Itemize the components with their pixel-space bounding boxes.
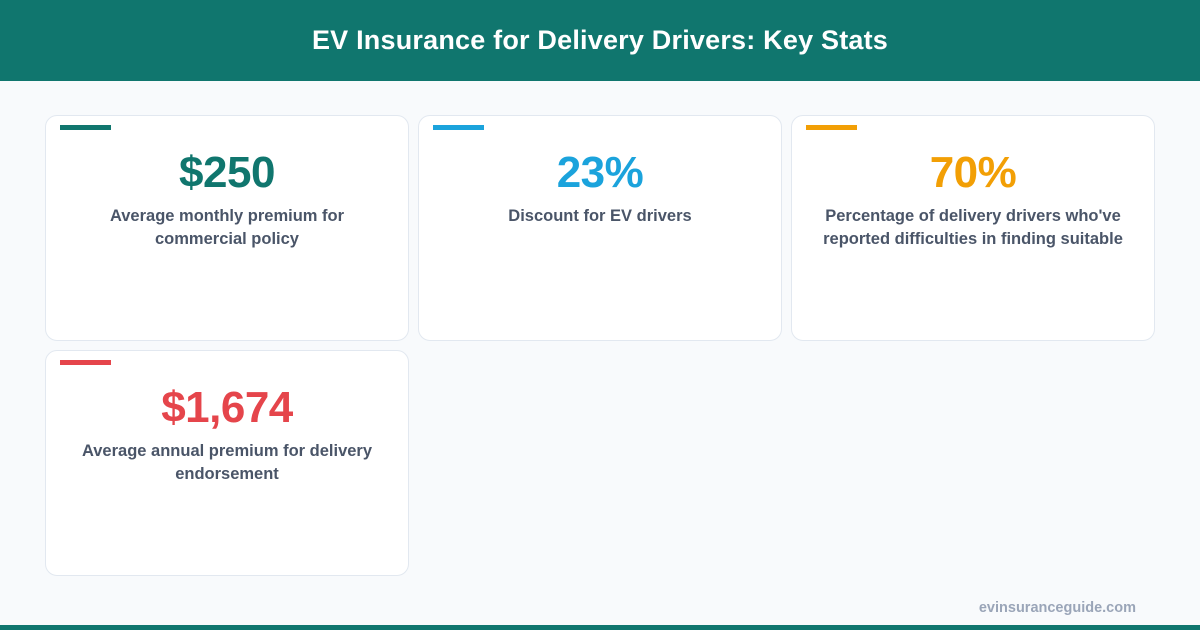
stat-value: $250: [179, 148, 275, 197]
stat-label: Discount for EV drivers: [508, 207, 692, 225]
stat-card-ev-discount: 23% Discount for EV drivers: [418, 115, 782, 341]
bottom-accent-bar: [0, 625, 1200, 630]
stat-label: Average annual premium for delivery endo…: [81, 442, 373, 483]
stat-card-annual-premium: $1,674 Average annual premium for delive…: [45, 350, 409, 576]
stat-value: 70%: [929, 148, 1017, 197]
stat-card-driver-difficulties: 70% Percentage of delivery drivers who'v…: [791, 115, 1155, 341]
header-banner: EV Insurance for Delivery Drivers: Key S…: [0, 0, 1200, 81]
stat-label: Percentage of delivery drivers who've re…: [823, 207, 1123, 248]
stat-label: Average monthly premium for commercial p…: [109, 207, 345, 248]
accent-bar: [433, 125, 484, 130]
accent-bar: [60, 125, 111, 130]
accent-bar: [806, 125, 857, 130]
page-title: EV Insurance for Delivery Drivers: Key S…: [311, 25, 889, 55]
source-website: evinsuranceguide.com: [978, 600, 1136, 616]
stat-card-monthly-premium: $250 Average monthly premium for commerc…: [45, 115, 409, 341]
stat-value: $1,674: [161, 383, 293, 432]
stat-value: 23%: [556, 148, 644, 197]
accent-bar: [60, 360, 111, 365]
